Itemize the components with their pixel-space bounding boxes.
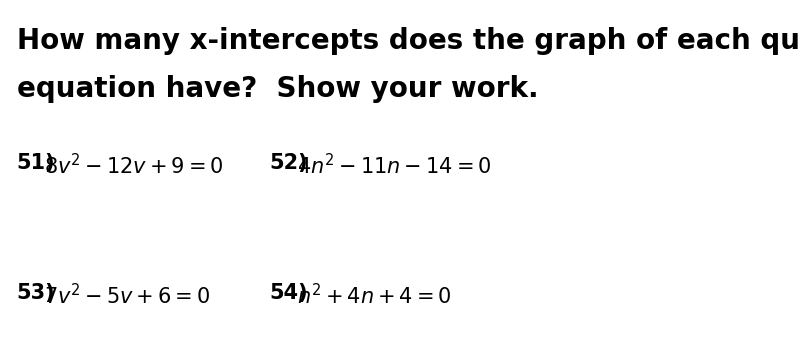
Text: 53): 53) [17, 283, 55, 303]
Text: How many x-intercepts does the graph of each quadratic: How many x-intercepts does the graph of … [17, 27, 800, 55]
Text: 51): 51) [17, 153, 55, 173]
Text: $4n^2 - 11n - 14 = 0$: $4n^2 - 11n - 14 = 0$ [297, 153, 491, 178]
Text: equation have?  Show your work.: equation have? Show your work. [17, 75, 538, 103]
Text: $7v^2 - 5v + 6 = 0$: $7v^2 - 5v + 6 = 0$ [44, 283, 210, 308]
Text: $n^2 + 4n + 4 = 0$: $n^2 + 4n + 4 = 0$ [297, 283, 451, 308]
Text: 52): 52) [269, 153, 308, 173]
Text: 54): 54) [269, 283, 308, 303]
Text: $8v^2 - 12v + 9 = 0$: $8v^2 - 12v + 9 = 0$ [44, 153, 224, 178]
